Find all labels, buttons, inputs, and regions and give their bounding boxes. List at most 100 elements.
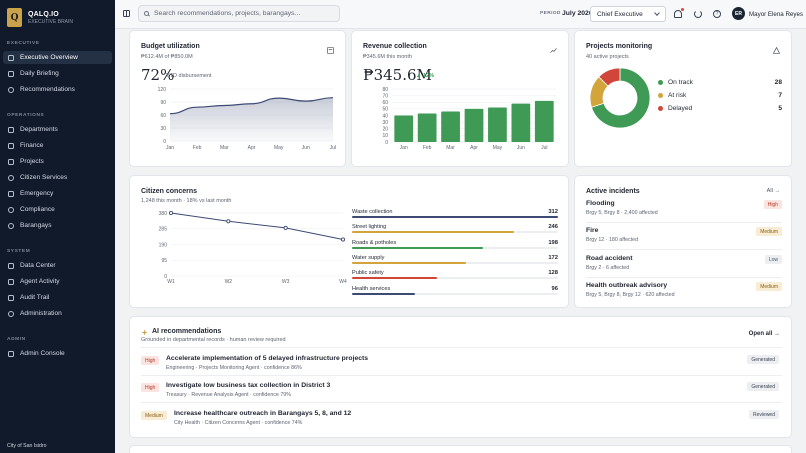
avatar[interactable]: ER [732, 7, 745, 20]
legend-dot [658, 106, 663, 111]
legend-label: On track [668, 79, 693, 86]
sidebar-item-label: Departments [20, 126, 58, 133]
sidebar-item-daily-briefing[interactable]: Daily Briefing [3, 67, 112, 80]
concern-category-name: Street lighting [352, 224, 387, 230]
folder-icon [8, 158, 14, 165]
user-name[interactable]: Mayor Elena Reyes [749, 11, 803, 18]
sidebar-item-projects[interactable]: Projects [3, 155, 112, 168]
y-tick-label: 80 [382, 87, 388, 93]
severity-badge: Medium [756, 227, 782, 236]
concern-category-row[interactable]: Water supply 172 [352, 255, 558, 264]
sidebar-item-label: Projects [20, 158, 44, 165]
concern-category-bar [352, 216, 558, 218]
bar [441, 111, 460, 142]
incidents-all-link[interactable]: All → [766, 188, 780, 194]
open-all-button[interactable]: Open all → [748, 331, 780, 337]
y-tick-label: 120 [158, 87, 167, 93]
concern-category-row[interactable]: Health services 96 [352, 286, 558, 295]
x-tick-label: Jun [517, 145, 525, 151]
incident-row[interactable]: Health outbreak advisory Brgy 5, Brgy 8,… [586, 282, 782, 298]
incident-row[interactable]: Road accident Brgy 2 · 6 affected Low [586, 255, 782, 271]
concern-category-row[interactable]: Public safety 128 [352, 270, 558, 279]
concern-category-row[interactable]: Waste collection 312 [352, 209, 558, 218]
sidebar-item-label: Barangays [20, 222, 52, 229]
x-tick-label: May [274, 145, 284, 151]
sidebar-item-executive-overview[interactable]: Executive Overview [3, 51, 112, 64]
sidebar-item-compliance[interactable]: Compliance [3, 203, 112, 216]
concern-category-name: Waste collection [352, 209, 393, 215]
sidebar-toggle-icon[interactable] [123, 10, 130, 17]
refresh-icon[interactable] [694, 10, 702, 18]
sidebar-item-recommendations[interactable]: Recommendations [3, 83, 112, 96]
sidebar-item-label: Citizen Services [20, 174, 68, 181]
document-icon [8, 70, 14, 77]
y-tick-label: 30 [160, 126, 166, 132]
card-title: AI recommendations [152, 328, 222, 335]
sidebar-item-data-center[interactable]: Data Center [3, 259, 112, 272]
concern-category-row[interactable]: Street lighting 246 [352, 224, 558, 233]
y-tick-label: 20 [382, 127, 388, 133]
legend-at-risk: At risk 7 [658, 92, 782, 99]
incident-row[interactable]: Fire Brgy 12 · 180 affected Medium [586, 227, 782, 243]
divider [586, 222, 782, 223]
status-badge: Reviewed [749, 410, 779, 419]
sidebar-item-emergency[interactable]: Emergency [3, 187, 112, 200]
data-point [226, 219, 231, 224]
ai-recommendations-card: AI recommendations Grounded in departmen… [129, 316, 792, 438]
card-title: Revenue collection [363, 43, 427, 50]
incident-row[interactable]: Flooding Brgy 5, Brgy 8 · 2,400 affected… [586, 200, 782, 216]
y-tick-label: 60 [382, 100, 388, 106]
donut-slice [598, 67, 621, 87]
help-icon[interactable]: ? [713, 10, 721, 18]
y-tick-label: 10 [382, 133, 388, 139]
sidebar-item-audit-trail[interactable]: Audit Trail [3, 291, 112, 304]
sidebar-item-finance[interactable]: Finance [3, 139, 112, 152]
sidebar-item-agent-activity[interactable]: Agent Activity [3, 275, 112, 288]
recommendation-detail: Treasury · Revenue Analysis Agent · conf… [166, 392, 291, 398]
legend-delayed: Delayed 5 [658, 105, 782, 112]
priority-badge: High [141, 356, 160, 365]
x-tick-label: Apr [470, 145, 478, 151]
x-tick-label: W1 [167, 279, 175, 285]
search-box[interactable] [138, 5, 340, 22]
concern-category-row[interactable]: Roads & potholes 198 [352, 240, 558, 249]
sidebar-item-label: Administration [20, 310, 62, 317]
y-tick-label: 380 [159, 211, 168, 217]
building-icon [8, 126, 14, 133]
bell-icon[interactable] [674, 10, 682, 18]
y-tick-label: 0 [385, 140, 388, 146]
recommendation-row[interactable]: Medium Increase healthcare outreach in B… [130, 407, 790, 434]
topbar: PERIOD July 2026 Chief Executive ? ER Ma… [115, 0, 806, 29]
bar [511, 103, 531, 142]
recommendation-detail: Engineering · Projects Monitoring Agent … [166, 365, 302, 371]
legend-dot [658, 80, 663, 85]
role-select[interactable]: Chief Executive [590, 6, 666, 22]
search-input[interactable] [154, 10, 334, 17]
brand[interactable]: Q QALQ.IO EXECUTIVE BRAIN [7, 8, 73, 27]
legend-dot [658, 93, 663, 98]
trend-up-icon [550, 48, 557, 53]
sidebar-item-barangays[interactable]: Barangays [3, 219, 112, 232]
y-tick-label: 60 [160, 113, 166, 119]
legend-label: At risk [668, 92, 687, 99]
x-tick-label: Mar [446, 145, 455, 151]
list-icon [8, 294, 14, 301]
activity-icon [8, 278, 14, 285]
y-tick-label: 90 [160, 100, 166, 106]
sidebar-item-administration[interactable]: Administration [3, 307, 112, 320]
x-tick-label: Jun [302, 145, 310, 151]
period-value[interactable]: July 2026 [562, 10, 593, 17]
next-card [129, 445, 792, 453]
check-icon [8, 206, 14, 213]
recommendation-title: Investigate low business tax collection … [166, 382, 331, 389]
wallet-icon [8, 142, 14, 149]
data-point [340, 237, 346, 242]
sidebar-item-departments[interactable]: Departments [3, 123, 112, 136]
recommendation-row[interactable]: High Investigate low business tax collec… [130, 379, 790, 406]
role-select-value: Chief Executive [597, 10, 643, 18]
export-icon[interactable] [327, 47, 334, 54]
incident-title: Fire [586, 227, 599, 234]
recommendation-row[interactable]: High Accelerate implementation of 5 dela… [130, 352, 790, 379]
sidebar-item-admin-console[interactable]: Admin Console [3, 347, 112, 360]
sidebar-item-citizen-services[interactable]: Citizen Services [3, 171, 112, 184]
